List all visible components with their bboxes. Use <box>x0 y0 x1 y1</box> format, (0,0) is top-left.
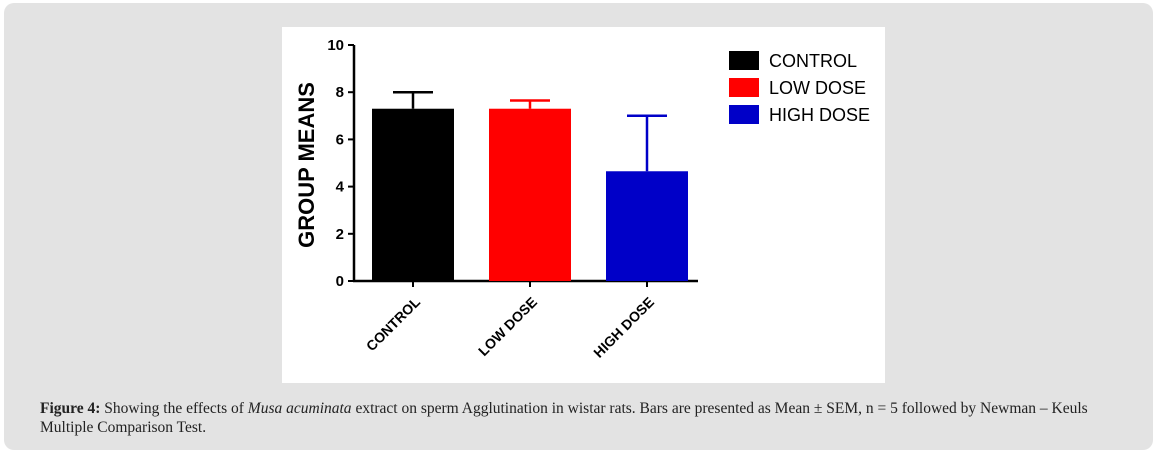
y-tick-label-3: 6 <box>336 131 344 148</box>
caption-text-before: Showing the effects of <box>100 400 248 417</box>
legend-swatch-2 <box>729 105 759 124</box>
y-axis-label: GROUP MEANS <box>294 82 319 248</box>
caption-colon: : <box>95 400 101 417</box>
y-tick-label-0: 0 <box>336 273 344 290</box>
y-tick-label-5: 10 <box>327 37 344 54</box>
y-tick-label-2: 4 <box>336 179 345 196</box>
bar-1 <box>489 108 571 281</box>
x-tick-label-0: CONTROL <box>363 293 424 354</box>
caption-label: Figure 4 <box>40 400 96 417</box>
figure-panel: 0 2 4 6 8 10 GROUP MEANS CONTROL LOW DOSE HIGH DO… <box>4 3 1153 450</box>
caption-species: Musa acuminata <box>247 400 352 417</box>
legend-swatch-0 <box>729 51 759 70</box>
legend-label-1: LOW DOSE <box>769 78 866 98</box>
y-tick-label-1: 2 <box>336 226 344 243</box>
chart-area: 0 2 4 6 8 10 GROUP MEANS CONTROL LOW DOSE HIGH DO… <box>282 27 885 383</box>
y-tick-label-4: 8 <box>336 84 344 101</box>
figure-caption: Figure 4: Showing the effects of Musa ac… <box>40 399 1130 437</box>
x-tick-label-1: LOW DOSE <box>475 294 540 359</box>
legend-label-0: CONTROL <box>769 51 857 71</box>
caption-text-after: extract on sperm Agglutination in wistar… <box>40 400 1088 436</box>
bar-0 <box>372 108 454 281</box>
x-tick-label-2: HIGH DOSE <box>590 294 657 361</box>
legend-label-2: HIGH DOSE <box>769 105 870 125</box>
legend-swatch-1 <box>729 78 759 97</box>
bar-chart: 0 2 4 6 8 10 GROUP MEANS CONTROL LOW DOSE HIGH DO… <box>294 37 870 361</box>
bar-2 <box>606 171 688 281</box>
